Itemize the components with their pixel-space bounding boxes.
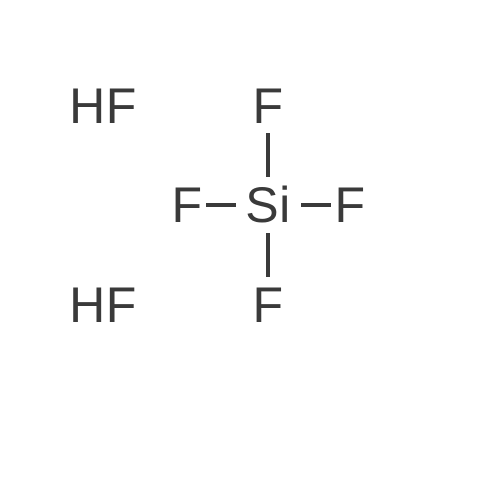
bond-bottom — [266, 233, 270, 277]
atom-f-top: F — [252, 77, 283, 135]
bond-right — [301, 203, 331, 207]
atom-si-center: Si — [245, 176, 290, 234]
atom-f-bottom: F — [252, 276, 283, 334]
atom-f-left: F — [171, 176, 202, 234]
molecule-hf-bottom: HF — [69, 276, 137, 334]
molecule-hf-top: HF — [69, 77, 137, 135]
bond-left — [206, 203, 236, 207]
bond-top — [266, 133, 270, 177]
atom-f-right: F — [334, 176, 365, 234]
